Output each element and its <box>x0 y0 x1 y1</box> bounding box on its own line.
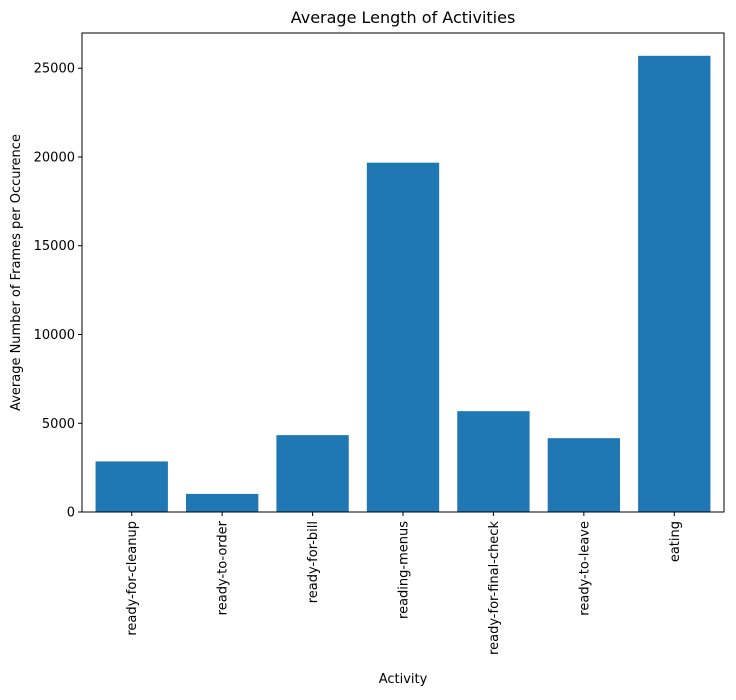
x-tick-label: ready-for-bill <box>306 521 321 603</box>
bar-ready-for-bill <box>276 435 349 512</box>
bar-ready-for-final-check <box>457 411 530 512</box>
bar-ready-to-order <box>185 493 259 512</box>
x-tick-label: ready-for-final-check <box>487 521 502 655</box>
plot-frame <box>81 32 725 513</box>
bar-eating <box>638 55 711 513</box>
x-axis-label: Activity <box>379 672 428 687</box>
x-tick-label: eating <box>668 521 683 562</box>
x-tick-label: reading-menus <box>397 521 412 619</box>
y-tick-label: 0 <box>67 506 75 521</box>
bar-ready-for-cleanup <box>95 461 168 512</box>
x-axis-ticks: ready-for-cleanup ready-to-order ready-for… <box>125 512 683 655</box>
bar-reading-menus <box>366 162 440 513</box>
y-tick-label: 25000 <box>34 62 75 77</box>
x-tick-label: ready-for-cleanup <box>125 521 140 636</box>
bar-ready-to-leave <box>547 438 621 512</box>
y-axis-ticks: 0 5000 10000 15000 20000 25000 <box>34 62 82 521</box>
y-tick-label: 20000 <box>34 150 75 165</box>
y-axis-label: Average Number of Frames per Occurence <box>9 134 24 411</box>
bars-layer <box>95 55 711 513</box>
y-tick-label: 15000 <box>34 239 75 254</box>
x-tick-label: ready-to-order <box>216 520 231 615</box>
x-tick-label: ready-to-leave <box>577 521 592 616</box>
chart-title: Average Length of Activities <box>291 8 516 27</box>
y-tick-label: 5000 <box>42 417 75 432</box>
y-tick-label: 10000 <box>34 328 75 343</box>
